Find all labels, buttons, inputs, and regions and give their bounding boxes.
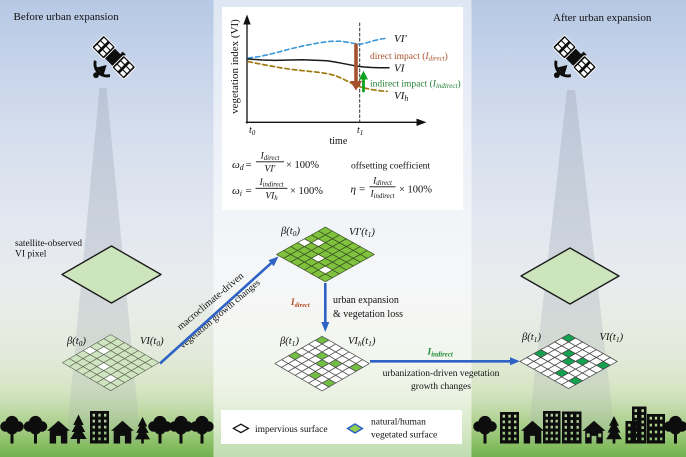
svg-text:VIh(t1): VIh(t1) <box>348 336 376 348</box>
svg-text:× 100%: × 100% <box>399 185 432 196</box>
svg-text:t0: t0 <box>249 125 256 137</box>
svg-text:urbanization-driven vegetatio: urbanization-driven vegetation <box>383 369 500 379</box>
svg-text:ωd: ωd <box>232 159 244 172</box>
svg-text:direct impact (Idirect): direct impact (Idirect) <box>370 51 448 63</box>
svg-text:Idirect: Idirect <box>260 152 281 163</box>
svg-text:growth changes: growth changes <box>411 382 471 392</box>
svg-text:× 100%: × 100% <box>290 186 323 197</box>
svg-text:× 100%: × 100% <box>286 160 319 171</box>
svg-text:ωi: ωi <box>232 185 242 198</box>
svg-text:=: = <box>246 185 252 197</box>
svg-text:=: = <box>246 159 252 171</box>
svg-text:η: η <box>351 184 356 196</box>
svg-text:VI′: VI′ <box>394 33 407 45</box>
svg-text:Before urban expansion: Before urban expansion <box>14 11 120 23</box>
svg-text:urban expansion: urban expansion <box>333 295 399 306</box>
svg-text:VIh: VIh <box>394 90 408 103</box>
svg-text:VI(t0): VI(t0) <box>140 336 164 348</box>
svg-text:offsetting coefficient: offsetting coefficient <box>351 161 430 172</box>
svg-text:Idirect: Idirect <box>372 177 393 188</box>
svg-text:impervious surface: impervious surface <box>255 424 328 435</box>
svg-text:Iindirect: Iindirect <box>258 178 284 189</box>
svg-text:t1: t1 <box>357 125 363 137</box>
svg-text:vegetated surface: vegetated surface <box>371 430 437 441</box>
svg-text:time: time <box>330 136 348 147</box>
svg-text:β(t0): β(t0) <box>280 226 300 238</box>
svg-text:VI(t1): VI(t1) <box>600 332 624 344</box>
svg-text:VI pixel: VI pixel <box>15 250 47 260</box>
svg-text:satellite-observed: satellite-observed <box>15 239 82 249</box>
svg-text:VI′(t1): VI′(t1) <box>349 227 375 239</box>
svg-text:β(t1): β(t1) <box>521 332 541 344</box>
svg-text:indirect impact (Iindirect): indirect impact (Iindirect) <box>370 79 461 91</box>
svg-text:Iindirect: Iindirect <box>369 190 395 201</box>
svg-text:After urban expansion: After urban expansion <box>553 12 652 24</box>
svg-text:VI′: VI′ <box>264 165 276 175</box>
svg-text:β(t1): β(t1) <box>279 336 299 348</box>
svg-text:VIh: VIh <box>265 192 278 203</box>
svg-text:natural/human: natural/human <box>371 418 426 428</box>
svg-text:Idirect: Idirect <box>290 297 310 309</box>
svg-text:Iindirect: Iindirect <box>427 348 454 359</box>
svg-text:& vegetation loss: & vegetation loss <box>333 309 403 320</box>
svg-text:vegetation index (VI): vegetation index (VI) <box>229 19 241 114</box>
svg-text:VI: VI <box>394 63 406 75</box>
svg-text:=: = <box>359 184 365 196</box>
svg-text:β(t0): β(t0) <box>66 336 86 348</box>
